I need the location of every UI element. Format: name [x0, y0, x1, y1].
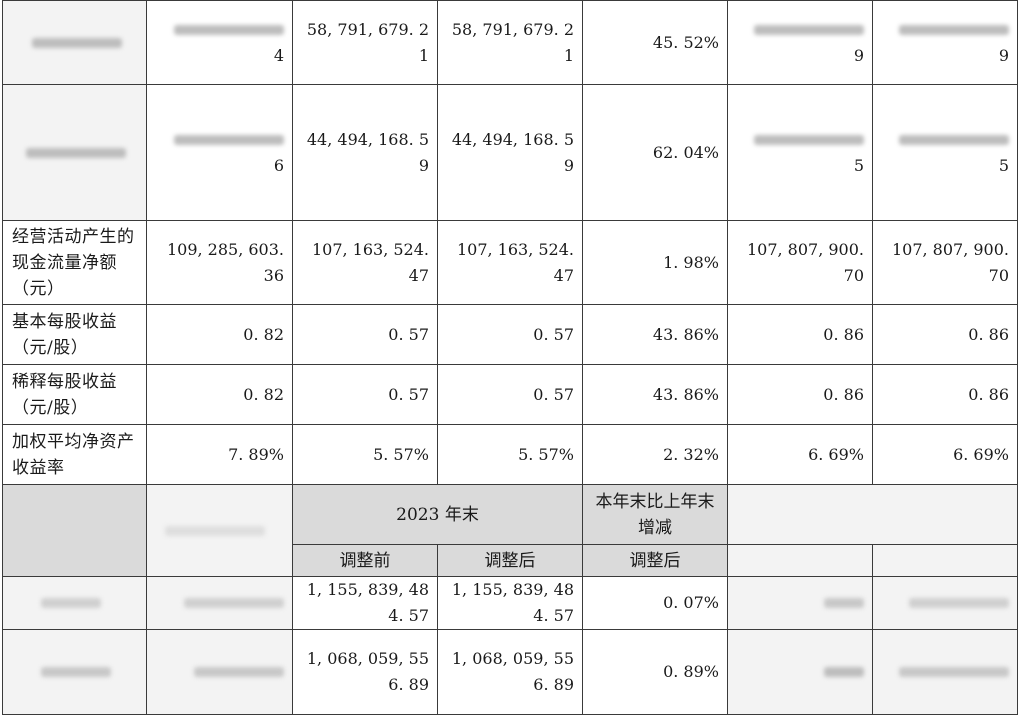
row-label: 经营活动产生的现金流量净额（元） [2, 220, 147, 305]
header-change: 本年末比上年末增减 [582, 484, 728, 545]
table-cell: 1. 98% [582, 220, 728, 305]
header-after: 调整后 [437, 544, 583, 577]
table-row: 经营活动产生的现金流量净额（元） 109, 285, 603. 36 107, 1… [2, 220, 1018, 305]
table-cell: 0. 57 [292, 304, 438, 365]
table-cell: 4 [146, 0, 293, 85]
table-cell: 0. 86 [872, 364, 1018, 425]
table-cell: 0. 57 [437, 304, 583, 365]
table-cell: 0. 57 [437, 364, 583, 425]
header-year-end: 2023 年末 [292, 484, 583, 545]
table-cell: 0. 89% [582, 629, 728, 715]
table-row: 1, 155, 839, 48 4. 57 1, 155, 839, 48 4. 5… [2, 576, 1018, 630]
table-cell: 0. 86 [727, 364, 873, 425]
table-cell: 5 [872, 84, 1018, 221]
table-cell: 7. 89% [146, 424, 293, 485]
table-cell: 2. 32% [582, 424, 728, 485]
table-cell [727, 576, 873, 630]
header-cell-blurred [727, 544, 873, 577]
table-cell [872, 576, 1018, 630]
row-label: 加权平均净资产收益率 [2, 424, 147, 485]
table-cell: 9 [727, 0, 873, 85]
table-row: 加权平均净资产收益率 7. 89% 5. 57% 5. 57% 2. 32% 6… [2, 424, 1018, 485]
table-cell: 107, 807, 900. 70 [727, 220, 873, 305]
table-cell: 6. 69% [727, 424, 873, 485]
table-cell: 0. 82 [146, 304, 293, 365]
table-cell: 1, 155, 839, 48 4. 57 [437, 576, 583, 630]
blurred-row-label [2, 84, 147, 221]
table-cell: 43. 86% [582, 304, 728, 365]
table-cell: 5. 57% [437, 424, 583, 485]
row-label: 稀释每股收益（元/股） [2, 364, 147, 425]
blurred-row-label [2, 576, 147, 630]
table-cell [872, 629, 1018, 715]
table-header-row: 调整前 调整后 调整后 [3, 544, 1018, 577]
row-label: 基本每股收益（元/股） [2, 304, 147, 365]
table-cell [727, 629, 873, 715]
table-cell [146, 576, 293, 630]
blurred-row-label [2, 629, 147, 715]
table-cell: 0. 86 [727, 304, 873, 365]
header-change-after: 调整后 [582, 544, 728, 577]
table-cell: 109, 285, 603. 36 [146, 220, 293, 305]
header-cell-empty [2, 484, 147, 577]
table-row: 稀释每股收益（元/股） 0. 82 0. 57 0. 57 43. 86% 0.… [2, 364, 1018, 425]
table-cell: 0. 57 [292, 364, 438, 425]
table-cell: 1, 155, 839, 48 4. 57 [292, 576, 438, 630]
table-cell: 1, 068, 059, 55 6. 89 [292, 629, 438, 715]
header-cell-blurred [146, 484, 293, 577]
table-cell: 6 [146, 84, 293, 221]
table-cell [146, 629, 293, 715]
header-before: 调整前 [292, 544, 438, 577]
blurred-row-label [2, 0, 147, 85]
header-cell-blurred [872, 544, 1018, 577]
table-cell: 62. 04% [582, 84, 728, 221]
table-row: 1, 068, 059, 55 6. 89 1, 068, 059, 55 6. 8… [2, 629, 1018, 715]
table-cell: 107, 163, 524. 47 [292, 220, 438, 305]
table-header-row: 2023 年末 本年末比上年末增减 [2, 484, 1018, 577]
table-cell: 107, 163, 524. 47 [437, 220, 583, 305]
table-cell: 5 [727, 84, 873, 221]
table-cell: 5. 57% [292, 424, 438, 485]
table-cell: 43. 86% [582, 364, 728, 425]
table-cell: 107, 807, 900. 70 [872, 220, 1018, 305]
table-cell: 6. 69% [872, 424, 1018, 485]
table-cell: 0. 07% [582, 576, 728, 630]
table-cell: 9 [872, 0, 1018, 85]
table-cell: 1, 068, 059, 55 6. 89 [437, 629, 583, 715]
table-cell: 0. 86 [872, 304, 1018, 365]
table-cell: 45. 52% [582, 0, 728, 85]
table-cell: 0. 82 [146, 364, 293, 425]
table-row: 基本每股收益（元/股） 0. 82 0. 57 0. 57 43. 86% 0.… [2, 304, 1018, 365]
header-cell-blurred [727, 484, 1018, 545]
